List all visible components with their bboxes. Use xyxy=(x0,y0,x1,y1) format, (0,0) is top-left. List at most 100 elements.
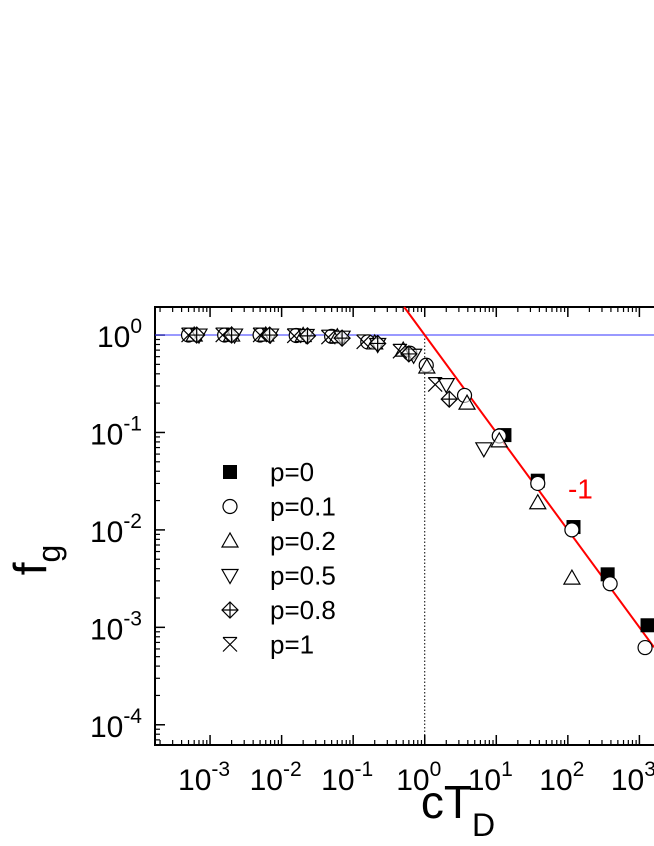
marker-triangle xyxy=(474,442,493,459)
x-tick-base: 10 xyxy=(396,764,429,797)
data-point xyxy=(223,465,237,479)
legend-label: p=0.2 xyxy=(270,526,336,556)
x-tick-label: 10-3 xyxy=(178,758,230,797)
marker-triangle xyxy=(220,568,240,585)
y-tick-exponent: -3 xyxy=(123,607,142,630)
data-point xyxy=(181,327,196,343)
data-point xyxy=(440,390,459,408)
marker-x xyxy=(356,334,372,350)
marker-triangle xyxy=(437,377,456,394)
marker-triangle xyxy=(490,431,509,448)
data-point xyxy=(220,531,240,548)
data-point xyxy=(637,639,653,656)
data-point xyxy=(457,393,477,410)
x-axis-title-subscript: D xyxy=(472,807,495,843)
data-point xyxy=(427,376,443,393)
marker-circle xyxy=(564,522,580,538)
x-tick-exponent: -3 xyxy=(211,758,230,781)
marker-triangle xyxy=(562,568,581,585)
marker-x xyxy=(222,636,238,652)
y-axis-title: fg xyxy=(4,545,67,576)
x-tick-exponent: 0 xyxy=(430,758,442,781)
marker-plus xyxy=(369,335,386,352)
data-point xyxy=(220,568,240,585)
y-tick-base: 10 xyxy=(90,516,123,549)
marker-triangle xyxy=(457,393,477,410)
data-point xyxy=(562,568,581,585)
x-tick-base: 10 xyxy=(539,764,572,797)
data-point xyxy=(474,442,493,459)
y-tick-label: 10-2 xyxy=(90,510,142,549)
marker-triangle xyxy=(417,357,436,374)
legend-label: p=0.8 xyxy=(270,595,336,625)
y-tick-exponent: -4 xyxy=(123,705,142,728)
y-tick-label: 10-3 xyxy=(90,607,142,646)
marker-triangle xyxy=(220,531,240,548)
data-point xyxy=(252,327,268,343)
x-tick-exponent: -2 xyxy=(283,758,302,781)
data-point xyxy=(400,345,418,363)
x-tick-exponent: 3 xyxy=(644,758,654,781)
marker-circle xyxy=(602,576,618,592)
marker-x xyxy=(286,328,302,344)
x-tick-exponent: 2 xyxy=(573,758,585,781)
data-point xyxy=(215,327,231,343)
x-tick-base: 10 xyxy=(250,764,283,797)
y-tick-base: 10 xyxy=(90,418,123,451)
marker-circle xyxy=(637,639,653,656)
y-axis-title-text: f xyxy=(4,562,56,575)
data-point xyxy=(437,377,456,394)
x-axis-title: cTD xyxy=(421,776,495,843)
marker-plus xyxy=(400,345,417,362)
marker-x xyxy=(252,327,268,343)
y-tick-exponent: 0 xyxy=(130,315,142,338)
data-point xyxy=(417,357,436,374)
x-tick-label: 101 xyxy=(468,758,513,797)
x-tick-label: 100 xyxy=(396,758,441,797)
x-tick-label: 10-1 xyxy=(321,758,373,797)
y-tick-exponent: -2 xyxy=(123,510,142,533)
data-point xyxy=(368,334,387,353)
x-tick-base: 10 xyxy=(178,764,211,797)
data-point xyxy=(564,522,580,538)
marker-plus xyxy=(299,327,316,344)
x-tick-base: 10 xyxy=(468,764,501,797)
marker-circle xyxy=(530,475,546,492)
y-tick-exponent: -1 xyxy=(123,412,142,435)
legend-label: p=0.1 xyxy=(270,492,336,522)
data-point xyxy=(356,334,372,350)
x-tick-label: 102 xyxy=(539,758,584,797)
data-point xyxy=(222,498,238,515)
marker-triangle xyxy=(528,493,547,510)
x-tick-exponent: 1 xyxy=(501,758,513,781)
data-point xyxy=(640,618,654,633)
marker-square xyxy=(640,618,654,633)
data-point xyxy=(602,576,618,592)
data-point xyxy=(392,343,408,359)
y-tick-base: 10 xyxy=(90,711,123,744)
data-point xyxy=(222,326,241,344)
x-tick-label: 10-2 xyxy=(250,758,302,797)
x-tick-base: 10 xyxy=(321,764,354,797)
marker-x xyxy=(392,343,408,359)
marker-plus xyxy=(222,602,238,618)
marker-plus xyxy=(334,330,351,347)
x-tick-base: 10 xyxy=(611,764,644,797)
fit-line xyxy=(403,306,654,648)
y-axis-title-subscript: g xyxy=(31,545,67,563)
legend-label: p=0.5 xyxy=(270,561,336,591)
marker-x xyxy=(215,327,231,343)
marker-x xyxy=(181,327,196,343)
data-point xyxy=(221,601,239,619)
marker-circle xyxy=(222,498,238,515)
data-point xyxy=(286,328,302,344)
marker-x xyxy=(427,376,443,393)
data-point xyxy=(530,475,546,492)
data-point xyxy=(222,636,238,652)
x-tick-exponent: -1 xyxy=(355,758,374,781)
data-point xyxy=(260,326,279,344)
data-point xyxy=(333,329,351,347)
data-point xyxy=(490,431,509,448)
legend-label: p=1 xyxy=(270,630,314,660)
